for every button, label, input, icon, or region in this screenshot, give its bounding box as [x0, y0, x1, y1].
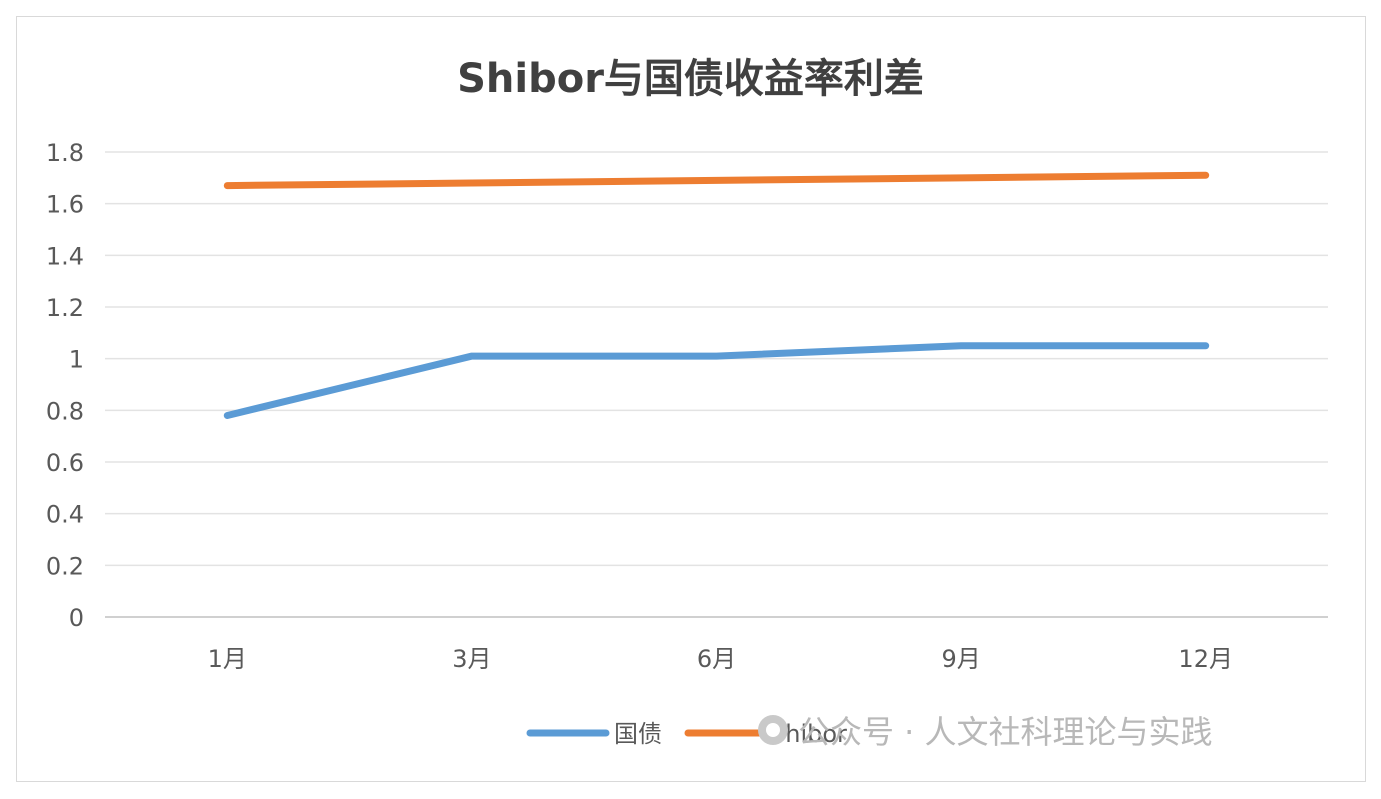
- legend-label-0: 国债: [614, 720, 662, 748]
- y-tick-label: 0.4: [46, 501, 84, 529]
- x-tick-label: 12月: [1178, 645, 1233, 673]
- x-tick-label: 1月: [208, 645, 247, 673]
- chart-frame: [16, 16, 1366, 782]
- chart-title: Shibor与国债收益率利差: [457, 56, 924, 102]
- y-tick-label: 1.6: [46, 191, 84, 219]
- y-tick-label: 0.2: [46, 552, 84, 580]
- y-tick-label: 1.4: [46, 242, 84, 270]
- watermark-text: 公众号 · 人文社科理论与实践: [798, 713, 1213, 751]
- y-tick-label: 1.2: [46, 294, 84, 322]
- y-tick-label: 0.8: [46, 397, 84, 425]
- y-tick-label: 1.8: [46, 139, 84, 167]
- x-tick-label: 3月: [452, 645, 491, 673]
- series-line-1: [223, 171, 1210, 190]
- series-line-0: [223, 342, 1210, 419]
- y-tick-label: 0: [69, 604, 84, 632]
- x-tick-label: 6月: [697, 645, 736, 673]
- y-tick-label: 1: [69, 346, 84, 374]
- wechat-icon: [758, 715, 788, 745]
- watermark: 公众号 · 人文社科理论与实践: [758, 708, 1213, 752]
- x-tick-label: 9月: [941, 645, 980, 673]
- y-tick-label: 0.6: [46, 449, 84, 477]
